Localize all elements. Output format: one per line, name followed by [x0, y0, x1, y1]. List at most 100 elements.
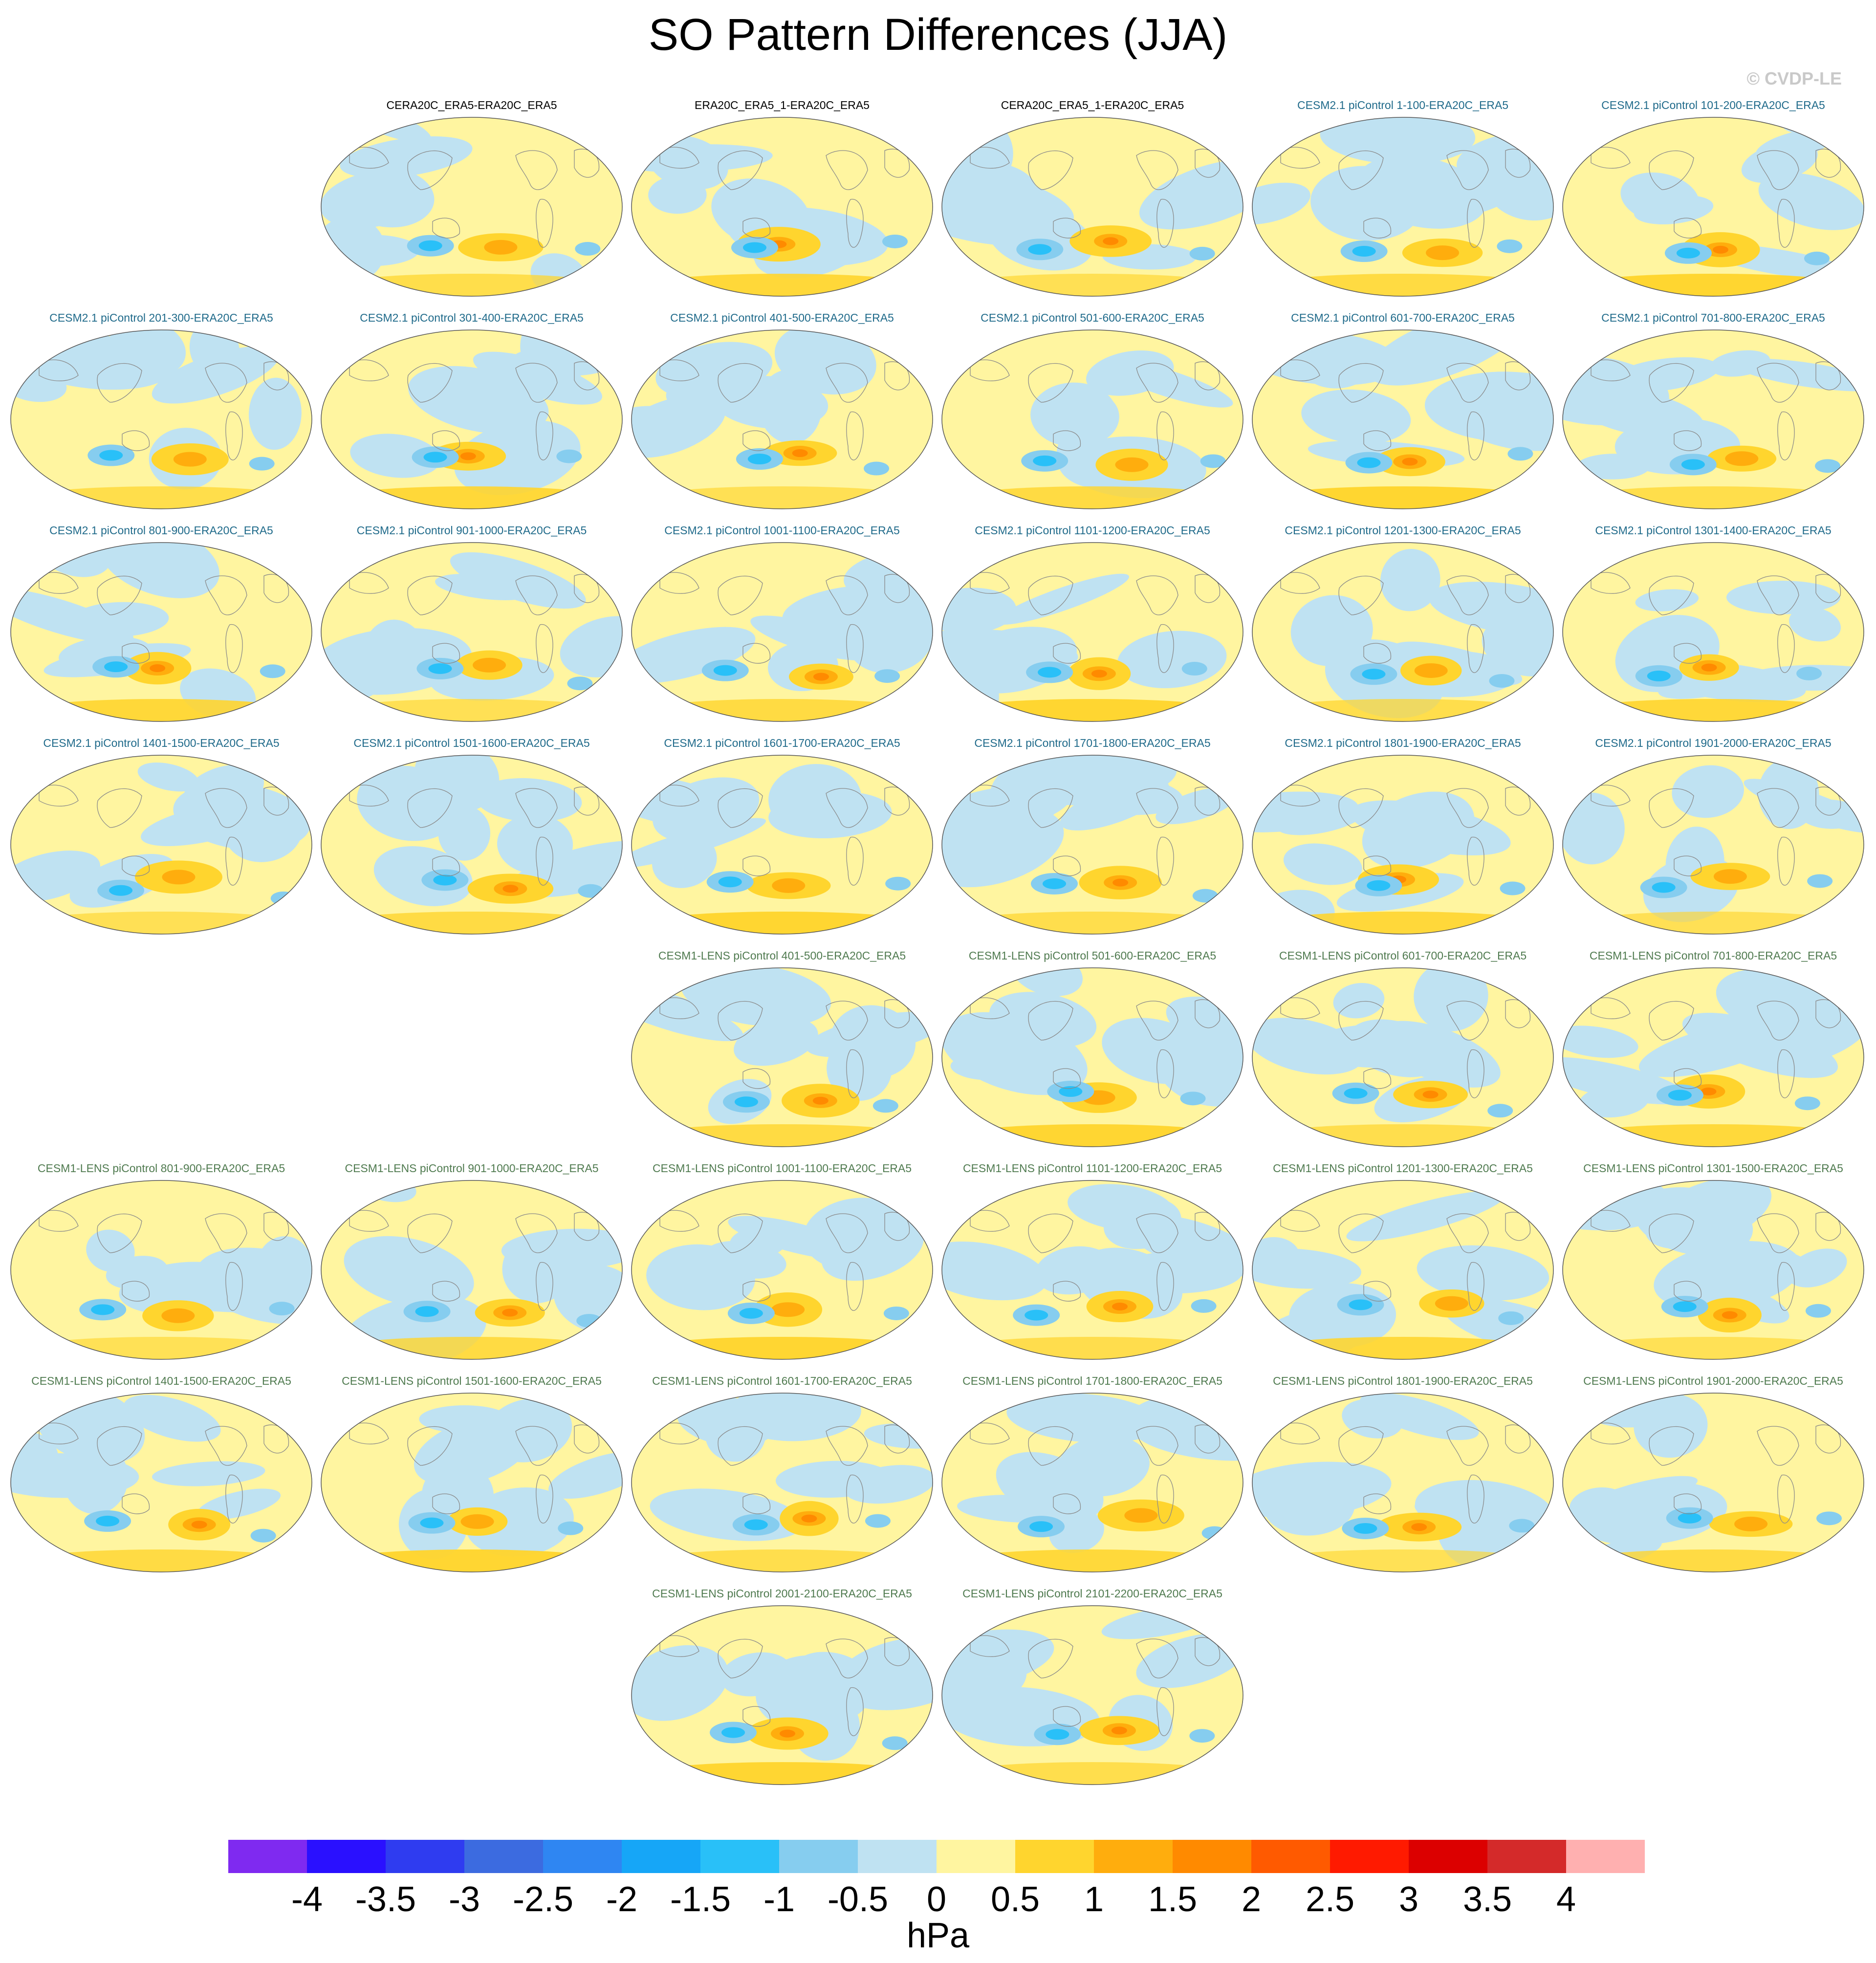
- continent-outline: [574, 361, 600, 391]
- antarctic-anomaly-band: [1256, 1124, 1549, 1147]
- colorbar-swatch: [779, 1840, 858, 1873]
- antarctic-anomaly-band: [946, 912, 1239, 934]
- continent-outline: [1028, 150, 1073, 190]
- negative-anomaly-region: [632, 1645, 729, 1721]
- negative-anomaly-region: [729, 1227, 787, 1258]
- negative-anomaly-center: [873, 1099, 898, 1113]
- globe-map: [1562, 542, 1864, 722]
- continent-outline: [970, 572, 1010, 594]
- negative-anomaly-region: [844, 1465, 933, 1504]
- antarctic-anomaly-band: [15, 486, 308, 509]
- continent-outline: [1028, 363, 1073, 403]
- continent-outline: [718, 1426, 763, 1466]
- negative-anomaly-region: [1035, 1246, 1113, 1295]
- antarctic-anomaly-band: [946, 274, 1239, 296]
- globe-map: [941, 1605, 1243, 1785]
- negative-anomaly-core: [1046, 1729, 1069, 1740]
- negative-anomaly-core: [739, 1308, 763, 1319]
- antarctic-anomaly-band: [325, 274, 618, 296]
- continent-outline: [1156, 411, 1174, 460]
- antarctic-anomaly-band: [635, 1762, 929, 1785]
- antarctic-anomaly-band: [946, 699, 1239, 721]
- continent-outline: [718, 575, 763, 615]
- negative-anomaly-center: [1805, 1304, 1831, 1318]
- negative-anomaly-region: [1726, 581, 1841, 614]
- negative-anomaly-core: [713, 665, 737, 676]
- continent-outline: [846, 1049, 864, 1098]
- panel-title: CESM1-LENS piControl 1001-1100-ERA20C_ER…: [652, 1162, 912, 1175]
- negative-anomaly-region: [344, 167, 435, 228]
- negative-anomaly-region: [632, 818, 766, 868]
- negative-anomaly-region: [99, 543, 219, 598]
- negative-anomaly-center: [250, 1528, 276, 1543]
- continent-outline: [1028, 1001, 1073, 1041]
- negative-anomaly-center: [1189, 246, 1215, 261]
- continent-outline: [349, 1210, 389, 1232]
- negative-anomaly-region: [996, 573, 1129, 625]
- colorbar-tick-label: -0.5: [827, 1880, 889, 1919]
- map-panel: CERA20C_ERA5_1-ERA20C_ERA5: [941, 98, 1244, 303]
- continent-outline: [1338, 363, 1384, 403]
- continent-outline: [1280, 1422, 1320, 1444]
- map-panel: CESM2.1 piControl 301-400-ERA20C_ERA5: [320, 310, 623, 516]
- map-panel: CERA20C_ERA5-ERA20C_ERA5: [320, 98, 623, 303]
- continent-outline: [1446, 1213, 1489, 1253]
- continent-outline: [1591, 785, 1631, 807]
- negative-anomaly-region: [473, 351, 603, 405]
- continent-outline: [515, 363, 558, 403]
- negative-anomaly-region: [1320, 117, 1476, 165]
- panel-title: CESM1-LENS piControl 901-1000-ERA20C_ERA…: [345, 1162, 599, 1175]
- antarctic-anomaly-band: [15, 912, 308, 934]
- continent-outline: [846, 198, 864, 248]
- continent-outline: [536, 411, 553, 460]
- continent-outline: [970, 1422, 1010, 1444]
- continent-outline: [1195, 1212, 1221, 1241]
- continent-outline: [1757, 575, 1799, 615]
- globe-map: [631, 755, 933, 935]
- continent-outline: [1777, 836, 1795, 886]
- globe-map: [10, 329, 312, 509]
- continent-outline: [742, 430, 770, 451]
- globe-map: [631, 117, 933, 297]
- continent-outline: [884, 361, 910, 391]
- map-border: [1562, 1180, 1864, 1360]
- negative-anomaly-region: [152, 1461, 265, 1486]
- negative-anomaly-center: [1815, 459, 1841, 473]
- continent-outline: [205, 575, 247, 615]
- continent-outline: [1280, 785, 1320, 807]
- panel-title: CESM1-LENS piControl 1701-1800-ERA20C_ER…: [962, 1374, 1222, 1387]
- colorbar-swatch: [1015, 1840, 1094, 1873]
- continent-outline: [225, 624, 243, 673]
- negative-anomaly-core: [1362, 669, 1386, 680]
- antarctic-anomaly-band: [635, 274, 929, 296]
- map-panel: CESM2.1 piControl 901-1000-ERA20C_ERA5: [320, 523, 623, 728]
- continent-outline: [536, 198, 553, 248]
- continent-outline: [1591, 1422, 1631, 1444]
- map-panel: CESM2.1 piControl 501-600-ERA20C_ERA5: [941, 310, 1244, 516]
- continent-outline: [884, 1424, 910, 1454]
- continent-outline: [1446, 150, 1489, 190]
- continent-outline: [846, 1474, 864, 1524]
- panel-title: CESM2.1 piControl 201-300-ERA20C_ERA5: [49, 311, 273, 324]
- continent-outline: [970, 1635, 1010, 1657]
- continent-outline: [1505, 1212, 1531, 1241]
- continent-outline: [884, 786, 910, 816]
- continent-outline: [39, 785, 79, 807]
- continent-outline: [1467, 1049, 1484, 1098]
- negative-anomaly-core: [1652, 882, 1676, 893]
- negative-anomaly-region: [1127, 1215, 1243, 1277]
- panel-title: CESM2.1 piControl 301-400-ERA20C_ERA5: [360, 311, 584, 324]
- map-border: [10, 1393, 312, 1572]
- colorbar-tick-label: -4: [291, 1880, 323, 1919]
- continent-outline: [407, 1426, 453, 1466]
- continent-outline: [1156, 624, 1174, 673]
- colorbar-swatch: [622, 1840, 700, 1873]
- continent-outline: [574, 786, 600, 816]
- continent-outline: [1674, 1068, 1701, 1089]
- negative-anomaly-center: [1191, 1299, 1217, 1313]
- continent-outline: [1505, 1424, 1531, 1454]
- map-panel: CESM2.1 piControl 801-900-ERA20C_ERA5: [10, 523, 313, 728]
- negative-anomaly-region: [197, 1488, 281, 1520]
- negative-anomaly-region: [256, 1236, 312, 1299]
- continent-outline: [1649, 788, 1694, 828]
